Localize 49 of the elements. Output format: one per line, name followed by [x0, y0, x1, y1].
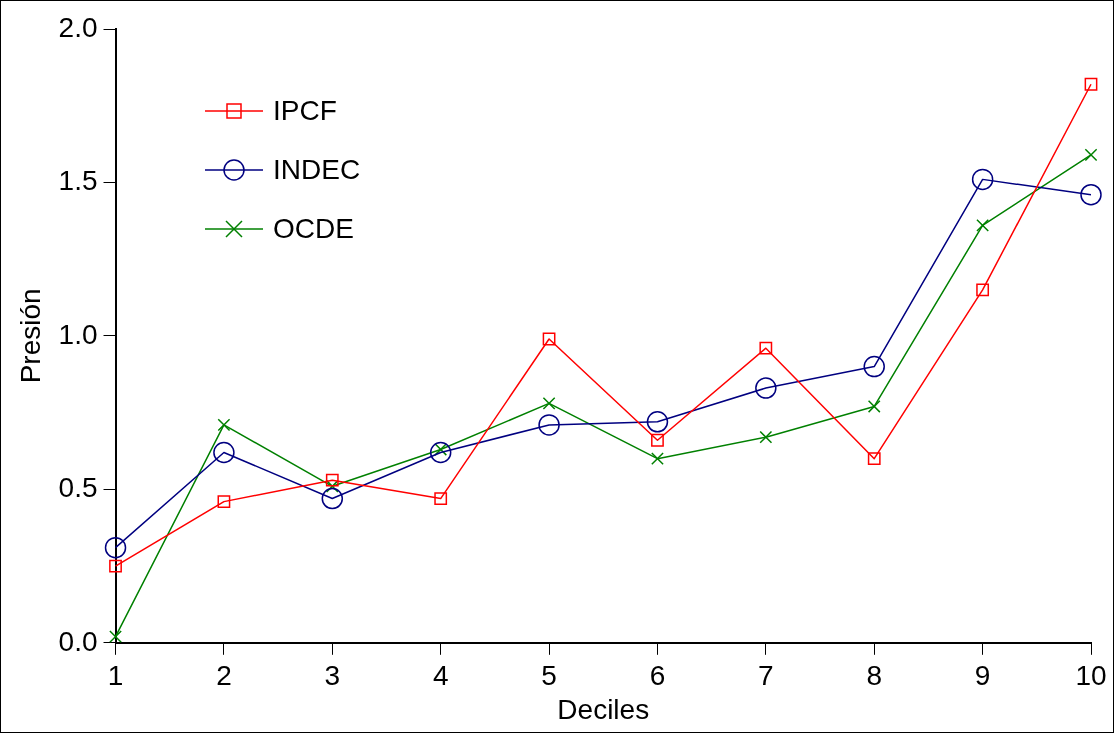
- y-tick-label: 1.5: [58, 165, 98, 197]
- point: [646, 411, 669, 433]
- x-axis-title: Deciles: [557, 693, 650, 725]
- point: [321, 487, 344, 510]
- point: [109, 559, 122, 573]
- point: [867, 400, 881, 413]
- x-tick-label: 7: [758, 660, 774, 692]
- x-tick-label: 9: [974, 660, 991, 692]
- y-tick-label: 1.0: [58, 318, 98, 350]
- x-tick-label: 4: [432, 660, 449, 692]
- point: [538, 414, 560, 436]
- y-tick-label: 2.0: [58, 11, 98, 43]
- point: [976, 219, 990, 232]
- point: [217, 418, 231, 432]
- point: [651, 433, 664, 447]
- x-tick-label: 2: [216, 660, 232, 692]
- y-tick-label: 0.0: [58, 625, 98, 657]
- point: [434, 492, 448, 505]
- x-tick-label: 8: [866, 660, 883, 692]
- point: [1084, 77, 1098, 91]
- legend-label: INDEC: [273, 153, 361, 186]
- point: [542, 397, 556, 410]
- point: [429, 441, 452, 464]
- point: [542, 332, 556, 346]
- point: [325, 479, 339, 493]
- point: [217, 495, 231, 509]
- point: [651, 452, 664, 466]
- point: [867, 452, 881, 466]
- point: [755, 377, 777, 399]
- point: [104, 536, 127, 559]
- point: [759, 430, 773, 444]
- x-tick-label: 6: [649, 660, 666, 692]
- point: [971, 168, 994, 191]
- point: [109, 630, 122, 643]
- legend-label: IPCF: [273, 94, 337, 127]
- y-tick-label: 0.5: [58, 472, 98, 504]
- point: [976, 283, 990, 297]
- point: [1080, 183, 1102, 206]
- y-axis-title: Presión: [14, 288, 46, 384]
- point: [325, 473, 339, 487]
- x-tick-label: 5: [541, 660, 557, 692]
- x-tick-label: 1: [107, 660, 124, 692]
- x-tick-label: 3: [324, 660, 341, 692]
- point: [863, 355, 885, 378]
- point: [1084, 148, 1098, 162]
- point: [759, 341, 773, 355]
- point: [213, 441, 235, 464]
- legend-label: OCDE: [273, 212, 354, 245]
- x-tick-label: 10: [1075, 660, 1107, 692]
